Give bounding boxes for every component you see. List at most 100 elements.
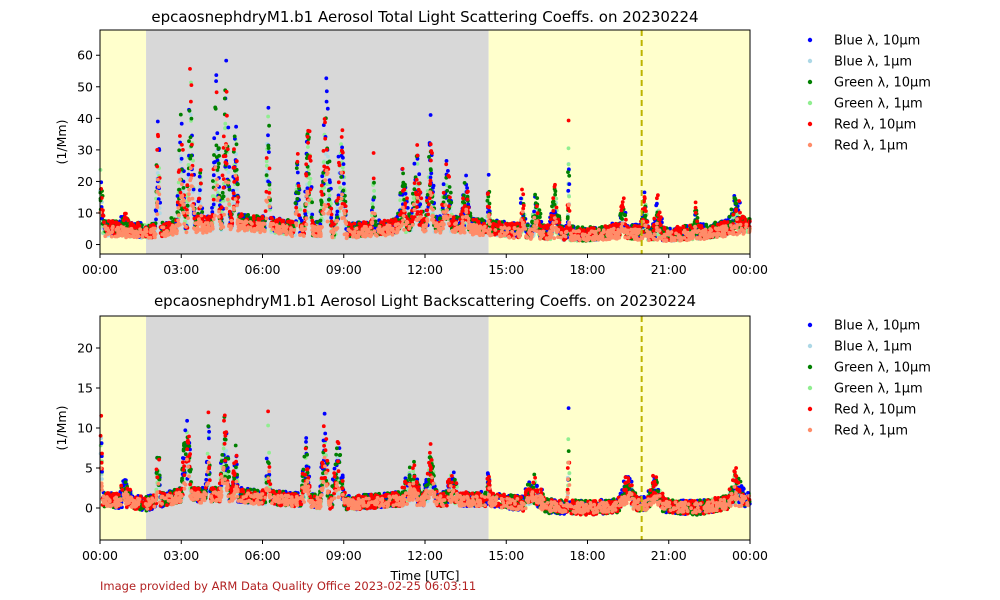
data-point [553,189,558,194]
data-point [189,83,194,87]
data-point [189,153,194,158]
data-point [234,124,239,129]
data-point [102,220,106,225]
data-point [643,213,648,218]
data-point [695,219,700,224]
data-point [732,196,737,200]
data-point [336,154,341,159]
data-point [372,195,377,200]
data-point [566,188,571,193]
data-point [216,161,221,166]
data-point [338,185,342,190]
data-point [480,217,484,222]
data-point [185,183,190,188]
data-point [265,169,270,174]
data-point [323,152,328,156]
data-point [339,175,344,179]
data-point [398,198,403,203]
data-point [407,212,411,217]
data-point [189,99,193,104]
data-point [525,223,530,228]
data-point [553,182,557,187]
data-point [232,147,236,152]
data-point [554,205,559,210]
data-point [328,180,332,185]
data-point [372,189,376,193]
data-point [565,215,570,219]
data-point [445,188,450,193]
data-point [137,224,142,228]
data-point [461,200,465,204]
data-point [431,183,436,188]
data-point [465,197,470,202]
data-point [306,145,310,149]
data-point [246,213,251,217]
data-point [225,147,230,152]
data-point [462,181,467,185]
data-point [295,197,300,201]
data-point [298,207,303,212]
chart-title: epcaosnephdryM1.b1 Aerosol Total Light S… [151,8,698,26]
data-point [382,218,387,223]
data-point [186,163,191,167]
data-point [155,119,160,124]
data-point [215,131,220,136]
data-point [533,192,537,197]
data-point [322,117,327,121]
data-point [566,146,571,151]
data-point [224,58,229,63]
data-point [223,154,228,159]
data-point [654,203,659,208]
data-point [234,159,239,164]
data-point [371,205,375,210]
data-point [308,187,313,192]
data-point [400,166,405,171]
data-point [266,143,271,148]
data-point [400,184,405,189]
data-point [220,190,225,195]
data-point [187,108,192,113]
data-point [232,134,237,139]
data-point [335,209,340,214]
data-point [179,156,184,161]
data-point [550,200,555,205]
data-point [339,135,344,139]
data-point [321,160,326,165]
data-point [181,186,186,190]
data-point [211,197,216,202]
data-point [222,96,227,101]
data-point [220,196,225,201]
data-point [220,173,225,178]
data-point [521,192,526,197]
data-point [219,205,224,210]
data-point [441,182,446,187]
data-point [267,182,272,187]
data-point [214,155,219,160]
data-point [448,195,452,200]
data-point [372,180,376,185]
data-point [294,190,299,195]
data-point [623,213,628,218]
data-point [214,79,219,83]
data-point [326,188,331,193]
data-point [429,158,433,163]
data-point [339,142,343,147]
data-point [551,196,556,201]
data-point [567,182,572,187]
data-point [306,140,310,145]
data-point [266,114,270,119]
data-point [402,187,407,192]
data-point [216,146,221,151]
data-point [426,202,431,207]
data-point [521,203,526,208]
data-point [566,170,570,175]
data-point [227,165,232,169]
data-point [264,159,269,164]
data-point [446,169,450,173]
data-point [307,129,312,134]
data-point [309,215,314,220]
data-point [340,165,345,170]
data-point [211,179,215,183]
data-point [326,154,330,159]
